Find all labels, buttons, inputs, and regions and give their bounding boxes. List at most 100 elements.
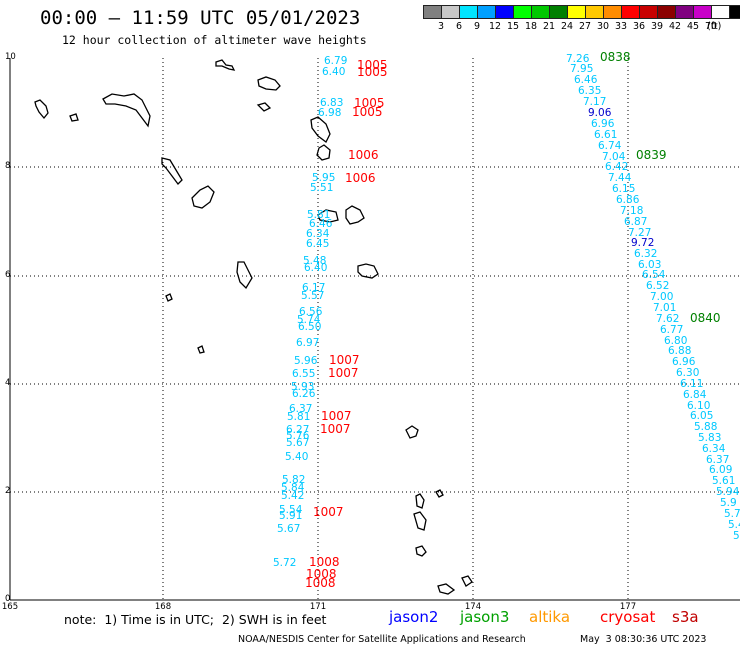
x-tick-label: 171 — [309, 602, 327, 612]
wave-height-label: 6.98 — [318, 107, 342, 119]
wave-height-label: 7.44 — [608, 172, 632, 184]
wave-height-label: 5.81 — [287, 411, 311, 423]
wave-height-label: 6.80 — [664, 335, 688, 347]
wave-height-label: 6.79 — [324, 55, 348, 67]
wave-height-label: 5.94 — [716, 486, 740, 498]
satellite-legend-item: jason3 — [460, 608, 510, 626]
wave-height-label: 5.51 — [310, 182, 334, 194]
y-tick-label: 2 — [5, 486, 11, 496]
wave-height-label: 9.72 — [631, 237, 655, 249]
x-tick-label: 165 — [1, 602, 19, 612]
time-label: 1007 — [313, 505, 344, 519]
colorbar-label: 27 — [578, 21, 592, 32]
wave-height-label: 6.87 — [624, 216, 648, 228]
wave-height-label: 5.61 — [712, 475, 736, 487]
wave-height-label: 6.27 — [286, 424, 310, 436]
wave-height-label: 5.76 — [286, 430, 310, 442]
wave-height-label: 6.55 — [292, 368, 316, 380]
wave-height-label: 5 — [733, 530, 740, 542]
footer-credit: NOAA/NESDIS Center for Satellite Applica… — [238, 634, 526, 645]
wave-height-label: 6.30 — [676, 367, 700, 379]
wave-height-label: 7.01 — [653, 302, 677, 314]
y-tick-label: 6 — [5, 270, 11, 280]
wave-height-label: 5.82 — [282, 474, 306, 486]
island-outline — [345, 205, 365, 225]
colorbar-label: 70 — [704, 21, 718, 32]
time-label: 1007 — [321, 409, 352, 423]
wave-height-label: 7.26 — [566, 53, 590, 65]
island-outline — [69, 113, 79, 122]
wave-height-label: 6.84 — [683, 389, 707, 401]
colorbar-swatch — [729, 5, 740, 19]
time-label: 0839 — [636, 148, 667, 162]
wave-height-label: 5.72 — [273, 557, 297, 569]
y-tick-label: 4 — [5, 378, 11, 388]
colorbar-label: 33 — [614, 21, 628, 32]
time-label: 1005 — [352, 105, 383, 119]
satellite-legend-item: s3a — [672, 608, 699, 626]
wave-height-label: 6.05 — [690, 410, 714, 422]
satellite-legend-item: cryosat — [600, 608, 656, 626]
island-outline — [415, 545, 427, 557]
wave-height-label: 7.18 — [620, 205, 644, 217]
wave-height-label: 6.42 — [605, 161, 629, 173]
wave-height-label: 6.35 — [578, 85, 602, 97]
wave-height-label: 5.48 — [303, 255, 327, 267]
time-label: 1005 — [357, 58, 388, 72]
wave-height-label: 9.06 — [588, 107, 612, 119]
colorbar-unit: (ft) — [707, 21, 722, 32]
wave-height-label: 6.88 — [668, 345, 692, 357]
colorbar-label: 15 — [506, 21, 520, 32]
colorbar-labels: 3 6 9 12 15 18 21 24 27 30 33 36 39 42 45 70 — [423, 21, 740, 33]
wave-height-label: 6.17 — [302, 282, 326, 294]
wave-height-label: 5.42 — [281, 490, 305, 502]
wave-height-label: 6.56 — [299, 306, 323, 318]
wave-height-label: 6.86 — [616, 194, 640, 206]
wave-height-label: 5.67 — [277, 523, 301, 535]
wave-height-label: 6.52 — [646, 280, 670, 292]
wave-height-label: 7.17 — [583, 96, 607, 108]
island-outline — [257, 76, 281, 91]
colorbar-label: 9 — [473, 21, 481, 32]
wave-height-label: 6.50 — [298, 321, 322, 333]
wave-height-label: 5.4 — [728, 519, 740, 531]
wave-height-label: 5.7 — [724, 508, 740, 520]
colorbar-label: 6 — [455, 21, 463, 32]
colorbar-label: 24 — [560, 21, 574, 32]
x-tick-label: 168 — [154, 602, 172, 612]
wave-height-label: 6.34 — [702, 443, 726, 455]
map-title: 00:00 – 11:59 UTC 05/01/2023 — [40, 7, 361, 29]
footer-generated-time: May 3 08:30:36 UTC 2023 — [580, 634, 707, 645]
time-label: 1008 — [305, 576, 336, 590]
island-outline — [435, 489, 444, 498]
wave-height-label: 5.40 — [285, 451, 309, 463]
island-outline — [236, 261, 253, 290]
time-label: 1007 — [329, 353, 360, 367]
island-outlines — [34, 59, 473, 595]
island-outline — [102, 93, 151, 128]
wave-height-label: 7.95 — [570, 63, 594, 75]
island-outline — [415, 493, 425, 509]
wave-height-label: 5.91 — [279, 510, 303, 522]
colorbar-label: 36 — [632, 21, 646, 32]
wave-height-label: 5.96 — [294, 355, 318, 367]
wave-height-label: 5.81 — [307, 209, 331, 221]
time-label: 1006 — [345, 171, 376, 185]
wave-height-label: 5.54 — [279, 504, 303, 516]
wave-height-label: 6.15 — [612, 183, 636, 195]
y-tick-label: 8 — [5, 161, 11, 171]
wave-height-label: 6.37 — [289, 403, 313, 415]
wave-height-label: 6.97 — [296, 337, 320, 349]
wave-height-label: 6.45 — [306, 238, 330, 250]
time-label: 1008 — [309, 555, 340, 569]
satellite-legend-item: altika — [529, 608, 571, 626]
graticule — [10, 58, 740, 600]
x-tick-label: 174 — [464, 602, 482, 612]
wave-height-label: 5.88 — [694, 421, 718, 433]
island-outline — [197, 345, 205, 354]
wave-height-label: 6.96 — [672, 356, 696, 368]
wave-height-label: 6.09 — [709, 464, 733, 476]
island-outline — [34, 99, 49, 120]
time-label: 1005 — [354, 96, 385, 110]
